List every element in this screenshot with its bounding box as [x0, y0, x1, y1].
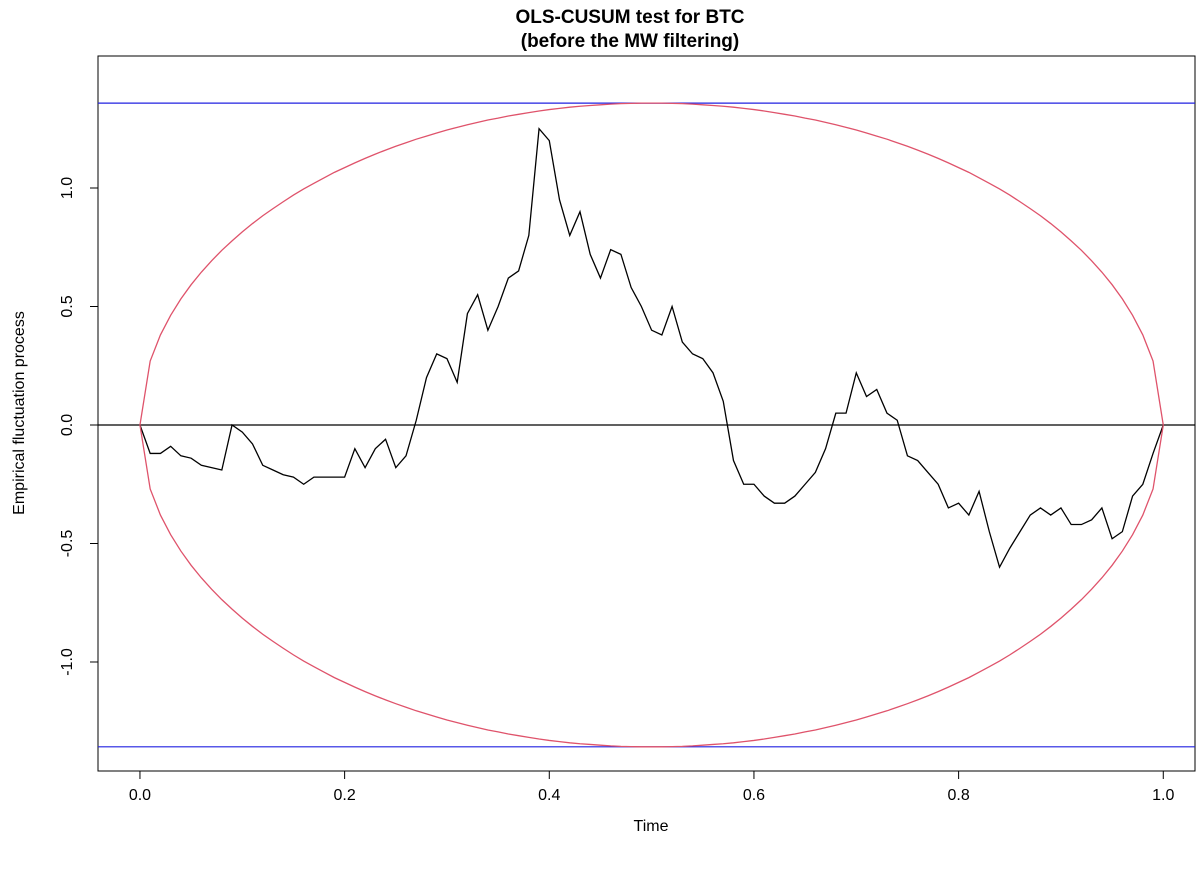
x-tick-label: 0.8 [947, 787, 969, 804]
series-line [139, 424, 1164, 748]
series-line [139, 102, 1164, 426]
x-tick-label: 0.0 [129, 787, 151, 804]
plot-frame [97, 55, 1196, 772]
chart-title: OLS-CUSUM test for BTC [515, 7, 744, 28]
chart-subtitle: (before the MW filtering) [521, 31, 739, 52]
y-tick-label: 1.0 [59, 177, 76, 199]
y-tick-label: -0.5 [59, 530, 76, 558]
y-axis-label: Empirical fluctuation process [11, 311, 28, 515]
y-tick-label: 0.0 [59, 414, 76, 436]
x-axis-label: Time [634, 818, 669, 835]
x-tick-label: 0.4 [538, 787, 560, 804]
x-tick-label: 1.0 [1152, 787, 1174, 804]
x-tick-label: 0.6 [743, 787, 765, 804]
series-line [139, 127, 1164, 569]
x-tick-label: 0.2 [333, 787, 355, 804]
y-tick-label: 0.5 [59, 295, 76, 317]
y-tick-label: -1.0 [59, 648, 76, 676]
